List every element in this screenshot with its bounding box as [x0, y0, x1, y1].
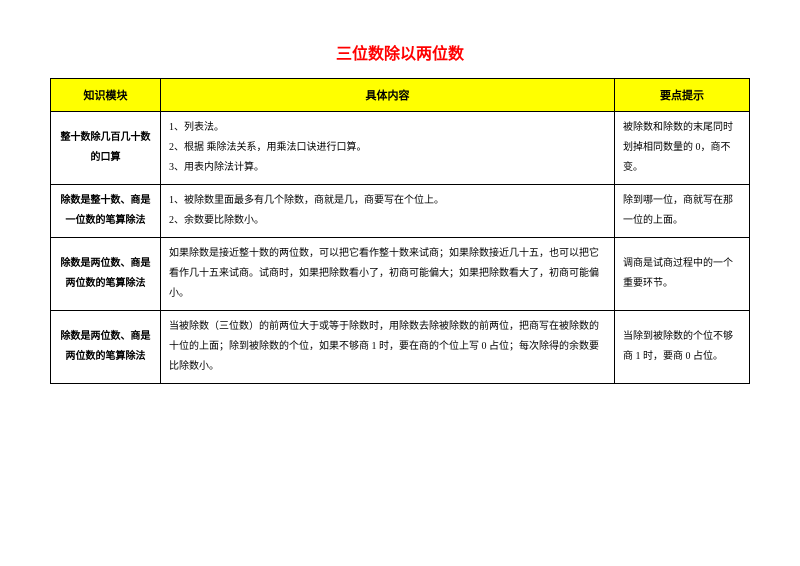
- header-key: 要点提示: [615, 79, 750, 112]
- content-item: 1、列表法。: [169, 118, 606, 138]
- knowledge-table: 知识模块 具体内容 要点提示 整十数除几百几十数的口算 1、列表法。 2、根据 …: [50, 78, 750, 384]
- cell-content: 1、被除数里面最多有几个除数，商就是几，商要写在个位上。 2、余数要比除数小。: [161, 185, 615, 238]
- cell-content: 1、列表法。 2、根据 乘除法关系，用乘法口诀进行口算。 3、用表内除法计算。: [161, 112, 615, 185]
- content-item: 2、根据 乘除法关系，用乘法口诀进行口算。: [169, 138, 606, 158]
- document-title: 三位数除以两位数: [50, 40, 750, 64]
- table-row: 除数是两位数、商是两位数的笔算除法 当被除数（三位数）的前两位大于或等于除数时，…: [51, 311, 750, 384]
- cell-module: 除数是两位数、商是两位数的笔算除法: [51, 311, 161, 384]
- header-module: 知识模块: [51, 79, 161, 112]
- cell-module: 整十数除几百几十数的口算: [51, 112, 161, 185]
- cell-key: 被除数和除数的末尾同时划掉相同数量的 0，商不变。: [615, 112, 750, 185]
- cell-content: 当被除数（三位数）的前两位大于或等于除数时，用除数去除被除数的前两位，把商写在被…: [161, 311, 615, 384]
- cell-content: 如果除数是接近整十数的两位数，可以把它看作整十数来试商；如果除数接近几十五，也可…: [161, 238, 615, 311]
- table-row: 整十数除几百几十数的口算 1、列表法。 2、根据 乘除法关系，用乘法口诀进行口算…: [51, 112, 750, 185]
- cell-key: 当除到被除数的个位不够商 1 时，要商 0 占位。: [615, 311, 750, 384]
- table-body: 整十数除几百几十数的口算 1、列表法。 2、根据 乘除法关系，用乘法口诀进行口算…: [51, 112, 750, 384]
- header-content: 具体内容: [161, 79, 615, 112]
- table-row: 除数是两位数、商是两位数的笔算除法 如果除数是接近整十数的两位数，可以把它看作整…: [51, 238, 750, 311]
- table-header-row: 知识模块 具体内容 要点提示: [51, 79, 750, 112]
- content-item: 3、用表内除法计算。: [169, 158, 606, 178]
- cell-module: 除数是整十数、商是一位数的笔算除法: [51, 185, 161, 238]
- content-item: 2、余数要比除数小。: [169, 211, 606, 231]
- cell-module: 除数是两位数、商是两位数的笔算除法: [51, 238, 161, 311]
- cell-key: 调商是试商过程中的一个重要环节。: [615, 238, 750, 311]
- table-row: 除数是整十数、商是一位数的笔算除法 1、被除数里面最多有几个除数，商就是几，商要…: [51, 185, 750, 238]
- cell-key: 除到哪一位，商就写在那一位的上面。: [615, 185, 750, 238]
- content-item: 1、被除数里面最多有几个除数，商就是几，商要写在个位上。: [169, 191, 606, 211]
